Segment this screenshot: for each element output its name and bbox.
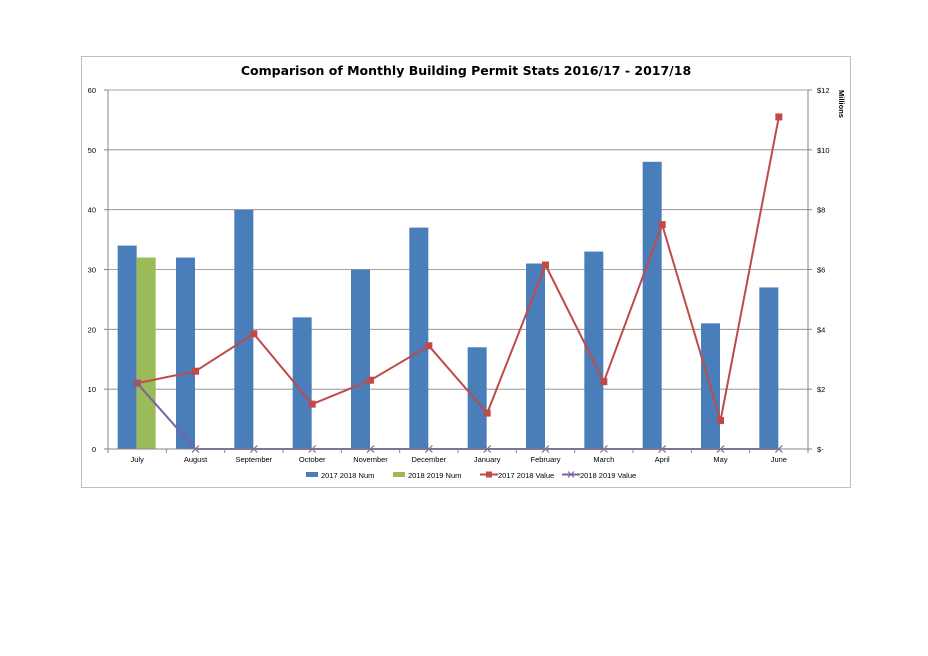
chart-title: Comparison of Monthly Building Permit St… [240,63,692,78]
line-point [367,376,374,384]
y-left-tick-label: 20 [88,325,96,334]
line-point [600,378,608,386]
y-right-tick-label: $10 [817,146,830,155]
legend-label: 2018 2019 Num [408,471,461,480]
legend-label: 2017 2018 Value [498,471,554,480]
bar [526,263,545,449]
series-line [136,116,780,421]
legend-marker [567,471,575,478]
line-point [250,330,258,338]
axes: 0 10 20 30 40 50 60 $- $2 $4 $6 $8 $10 $12 Millions Jul… [88,86,846,464]
legend: 2017 2018 Num 2018 2019 Num 2017 2018 Valu… [306,471,636,480]
legend-label: 2017 2018 Num [321,471,374,480]
line-point-stroke [133,379,142,388]
bar [292,317,312,449]
legend-marker [486,471,492,478]
x-tick-label: December [412,455,447,464]
bar [117,245,137,449]
y-right-tick-label: $- [817,445,824,454]
bar [409,227,429,449]
bar [176,257,195,449]
x-tick-label: March [593,455,614,464]
x-tick-label: May [713,455,727,464]
line-point [308,400,316,408]
y-left-tick-label: 10 [88,385,96,394]
series-line [136,382,779,450]
y-left-tick-label: 40 [88,206,96,215]
bar [642,161,662,450]
legend-item: 2017 2018 Value [480,471,554,480]
x-tick-label: October [299,455,326,464]
legend-label: 2018 2019 Value [580,471,636,480]
bar [759,287,779,449]
bars [117,161,779,450]
y-right-tick-label: $2 [817,385,825,394]
lines [133,113,783,453]
line-point [483,409,491,417]
y-right-tick-label: $6 [817,266,825,275]
x-tick-label: August [184,455,208,464]
bar [351,269,370,449]
legend-item: 2017 2018 Num [306,471,374,480]
line-point [717,417,724,425]
legend-item: 2018 2019 Value [562,471,636,480]
y-left-tick-label: 60 [88,86,96,95]
y-right-unit-label: Millions [837,90,846,118]
y-right-tick-label: $12 [817,86,830,95]
bar [136,257,156,449]
x-tick-label: February [530,455,560,464]
y-left-tick-label: 50 [88,146,96,155]
bar [584,251,604,449]
line-point [775,113,783,121]
legend-swatch [306,472,318,477]
y-right-tick-label: $4 [817,325,825,334]
x-tick-label: April [655,455,670,464]
chart-frame [81,56,851,488]
y-left-tick-label: 30 [88,266,96,275]
x-tick-label: January [474,455,501,464]
gridlines [108,89,808,390]
bar [467,347,487,449]
y-right-tick-label: $8 [817,206,825,215]
x-tick-label: November [353,455,388,464]
legend-swatch [393,472,405,477]
line-point [192,367,199,375]
line-point [658,221,666,229]
x-tick-label: June [771,455,787,464]
x-tick-label: July [130,455,144,464]
line-point [542,261,549,269]
legend-item: 2018 2019 Num [393,471,461,480]
y-left-tick-label: 0 [92,445,96,454]
line-point [425,342,433,350]
bar [234,209,254,449]
line-point [133,379,142,388]
x-tick-label: September [235,455,272,464]
